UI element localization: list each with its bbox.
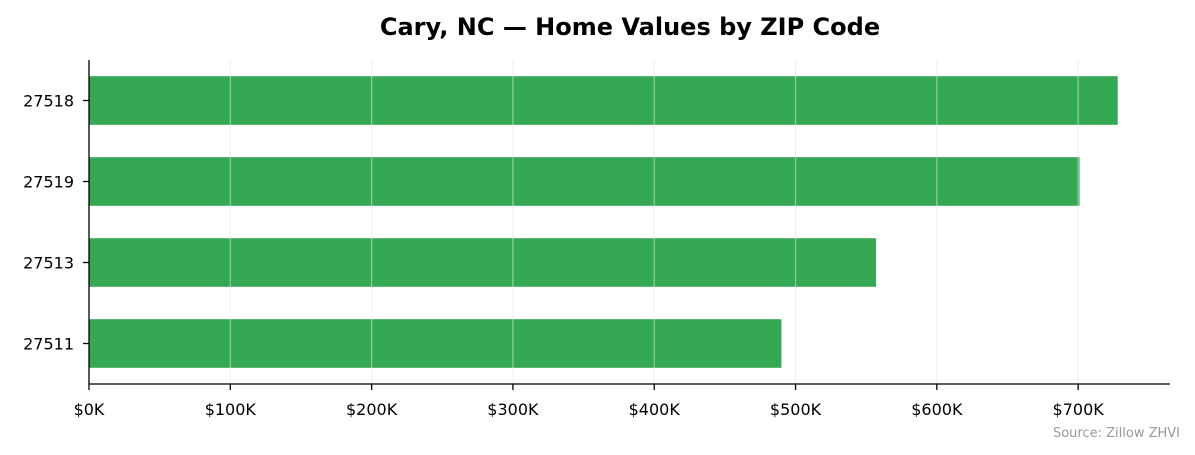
x-tick-label: $400K bbox=[629, 400, 681, 419]
bar-27518 bbox=[89, 76, 1118, 125]
bars bbox=[89, 76, 1118, 368]
y-tick-label: 27519 bbox=[23, 173, 74, 192]
x-tick-label: $100K bbox=[205, 400, 257, 419]
y-axis-ticks: 27518 27519 27513 27511 bbox=[23, 92, 89, 354]
bar-27513 bbox=[89, 238, 877, 287]
axes bbox=[88, 60, 1170, 385]
x-tick-label: $500K bbox=[770, 400, 822, 419]
y-tick-label: 27511 bbox=[23, 335, 74, 354]
x-axis-ticks: $0K $100K $200K $300K $400K $500K $600K $700K bbox=[74, 384, 1105, 419]
x-tick-label: $200K bbox=[346, 400, 398, 419]
y-tick-label: 27518 bbox=[23, 92, 74, 111]
bar-27511 bbox=[89, 319, 782, 368]
chart-title: Cary, NC — Home Values by ZIP Code bbox=[380, 13, 880, 41]
x-tick-label: $0K bbox=[74, 400, 105, 419]
grid-lines bbox=[229, 60, 1079, 384]
bar-27519 bbox=[89, 157, 1080, 206]
x-tick-label: $300K bbox=[487, 400, 539, 419]
y-tick-label: 27513 bbox=[23, 254, 74, 273]
x-tick-label: $600K bbox=[911, 400, 963, 419]
source-note: Source: Zillow ZHVI bbox=[1053, 426, 1180, 441]
x-tick-label: $700K bbox=[1053, 400, 1105, 419]
